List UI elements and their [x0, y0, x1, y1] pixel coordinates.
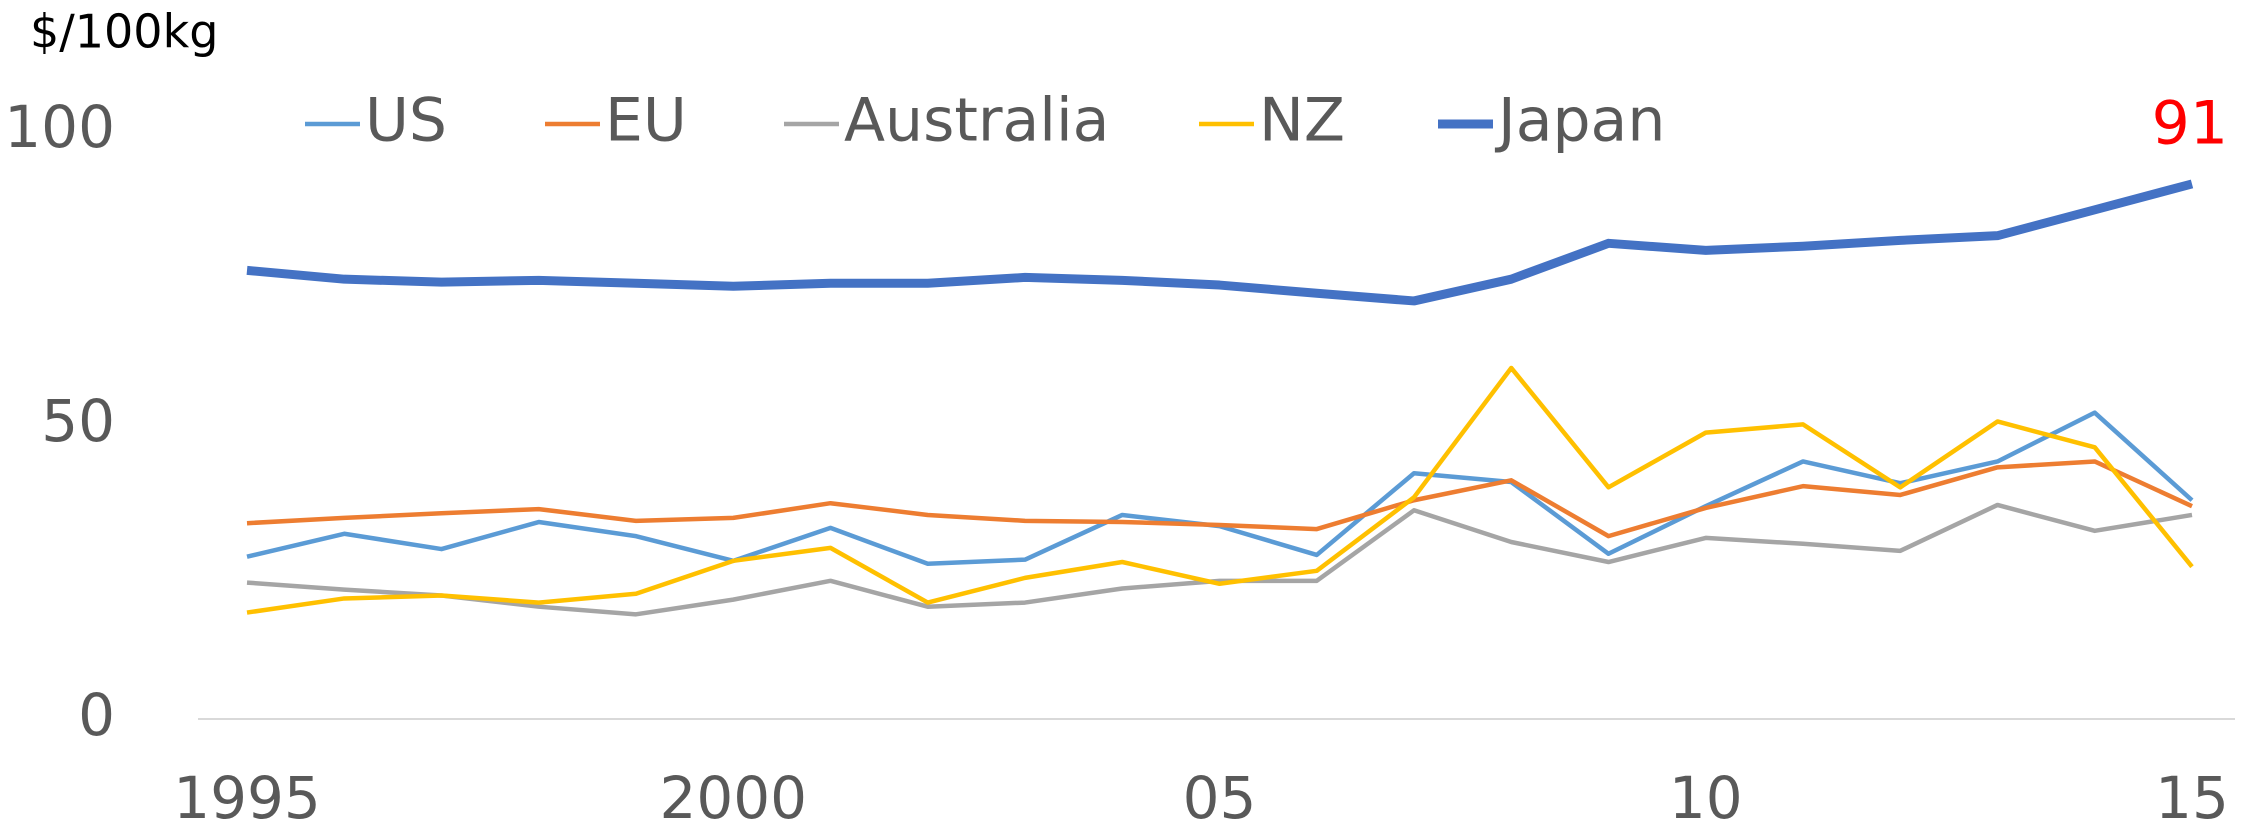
annotation: 91	[2152, 89, 2228, 159]
y-tick-label: 50	[41, 387, 115, 455]
x-tick-label: 2000	[659, 764, 807, 829]
series-line	[246, 365, 2194, 615]
y-tick-label: 0	[78, 681, 115, 749]
x-tick-label: 1995	[173, 764, 321, 829]
legend-label: Australia	[844, 86, 1109, 156]
x-tick-label: 10	[1669, 764, 1743, 829]
legend-label: US	[365, 86, 447, 156]
legend-label: EU	[605, 86, 687, 156]
y-tick-label: 100	[4, 93, 115, 161]
x-tick-label: 15	[2155, 764, 2229, 829]
series-line	[246, 502, 2193, 617]
legend-label: Japan	[1494, 86, 1665, 156]
legend-label: NZ	[1259, 86, 1345, 156]
x-tick-label: 05	[1183, 764, 1257, 829]
y-axis-label: $/100kg	[30, 5, 218, 59]
series-line	[246, 179, 2194, 306]
series-line	[246, 459, 2193, 539]
